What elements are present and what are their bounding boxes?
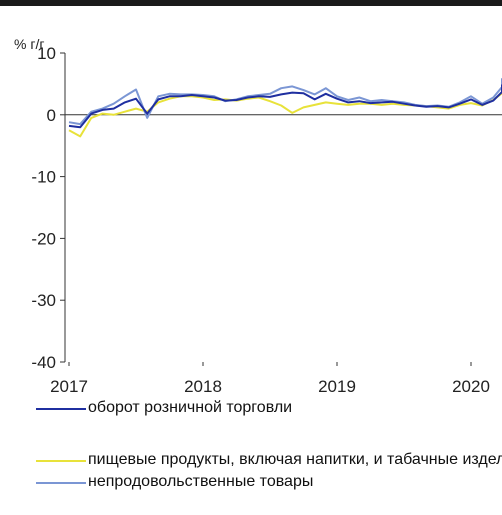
y-tick-label: -20 [31,229,56,248]
legend-label: непродовольственные товары [88,473,314,490]
axes [60,52,502,366]
legend-swatch [36,408,86,410]
y-tick-label: -30 [31,291,56,310]
series-line [68,88,502,138]
legend-item-non-food-goods: непродовольственные товары [30,472,500,496]
x-tick-label: 2020 [452,377,490,396]
line-chart: % г/г 10 0 -10 -20 -30 -40 2017 2018 2019 2020 [14,36,502,396]
legend-label: пищевые продукты, включая напитки, и таб… [88,451,502,468]
legend: оборот розничной торговли пищевые продук… [30,398,502,496]
series-line [68,84,502,129]
series-line [68,78,502,126]
x-tick-label: 2019 [318,377,356,396]
legend-item-food-products: пищевые продукты, включая напитки, и таб… [30,450,502,474]
y-axis-unit-label: % г/г [14,36,44,52]
y-tick-label: 0 [47,106,56,125]
x-tick-label: 2018 [184,377,222,396]
y-tick-label: -40 [31,353,56,372]
legend-swatch [36,460,86,462]
top-border [0,0,502,6]
tick-labels: 10 0 -10 -20 -30 -40 2017 2018 2019 2020 [31,44,489,396]
x-tick-label: 2017 [50,377,88,396]
legend-label: оборот розничной торговли [88,399,293,416]
legend-item-retail-turnover: оборот розничной торговли [30,398,500,422]
y-tick-label: 10 [37,44,56,63]
legend-swatch [36,482,86,484]
series-lines [68,78,502,138]
y-tick-label: -10 [31,168,56,187]
